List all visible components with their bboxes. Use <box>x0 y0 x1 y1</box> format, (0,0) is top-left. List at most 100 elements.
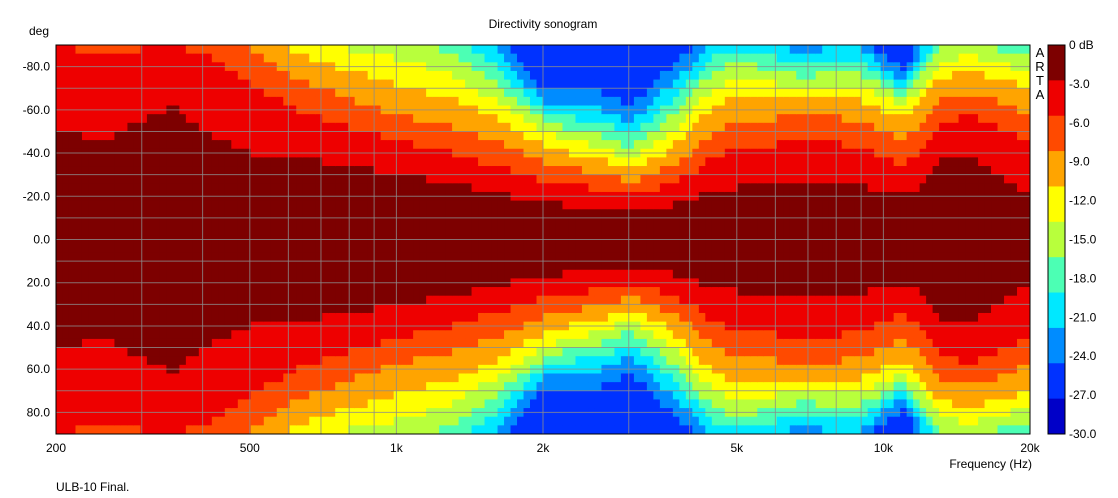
heat-cell <box>263 356 271 366</box>
heat-cell <box>659 373 667 383</box>
heat-cell <box>101 295 109 305</box>
heat-cell <box>439 338 447 349</box>
heat-cell <box>588 88 596 98</box>
heat-cell <box>231 157 239 167</box>
heat-cell <box>114 166 122 176</box>
heat-cell <box>68 347 77 357</box>
heat-cell <box>341 382 349 392</box>
heat-cell <box>458 157 466 167</box>
heat-cell <box>127 382 135 392</box>
heat-cell <box>627 356 635 366</box>
heat-cell <box>471 399 479 409</box>
heat-cell <box>458 304 466 314</box>
heat-cell <box>607 131 616 141</box>
heat-cell <box>543 226 551 236</box>
heat-cell <box>354 243 362 254</box>
heat-cell <box>497 88 505 98</box>
heat-cell <box>471 217 479 228</box>
heat-cell <box>620 226 629 236</box>
heat-cell <box>107 382 116 392</box>
heat-cell <box>107 295 116 305</box>
heat-cell <box>705 373 713 383</box>
heat-cell <box>549 114 557 124</box>
heat-cell <box>367 390 375 401</box>
heat-cell <box>309 295 317 305</box>
heat-cell <box>283 217 291 228</box>
heat-cell <box>588 174 596 184</box>
heat-cell <box>276 252 284 262</box>
heat-cell <box>159 226 167 236</box>
heat-cell <box>400 200 408 210</box>
heat-cell <box>419 131 427 141</box>
heat-cell <box>289 243 297 254</box>
heat-cell <box>478 45 486 55</box>
heat-cell <box>341 131 349 141</box>
heat-cell <box>659 425 667 434</box>
heat-cell <box>633 131 641 141</box>
heat-cell <box>354 347 362 357</box>
heat-cell <box>211 269 219 279</box>
heat-cell <box>679 330 687 340</box>
heat-cell <box>491 174 499 184</box>
heat-cell <box>744 217 752 228</box>
heat-cell <box>750 53 758 63</box>
heat-cell <box>419 330 427 340</box>
heat-cell <box>633 243 641 254</box>
heat-cell <box>309 269 317 279</box>
heat-cell <box>107 79 116 89</box>
heat-cell <box>62 347 70 357</box>
heat-cell <box>328 166 336 176</box>
heat-cell <box>75 53 83 63</box>
heat-cell <box>146 114 154 124</box>
heat-cell <box>387 45 395 55</box>
heat-cell <box>348 226 356 236</box>
heat-cell <box>620 70 629 81</box>
heat-cell <box>763 347 771 357</box>
heat-cell <box>633 330 641 340</box>
heat-cell <box>530 269 538 279</box>
heat-cell <box>81 356 90 366</box>
heat-cell <box>296 330 304 340</box>
heat-cell <box>458 390 466 401</box>
heat-cell <box>374 304 382 314</box>
heat-cell <box>88 295 96 305</box>
heat-cell <box>133 217 142 228</box>
heat-cell <box>581 209 590 219</box>
heat-cell <box>594 399 603 409</box>
heat-cell <box>387 140 395 150</box>
heat-cell <box>633 416 641 426</box>
heat-cell <box>672 416 680 426</box>
heat-cell <box>309 287 317 297</box>
heat-cell <box>250 209 258 219</box>
heat-cell <box>114 79 122 89</box>
heat-cell <box>153 131 161 141</box>
heat-cell <box>283 200 291 210</box>
heat-cell <box>62 217 70 228</box>
heat-cell <box>543 157 551 167</box>
heat-cell <box>380 96 388 107</box>
heat-cell <box>153 45 161 55</box>
heat-cell <box>56 312 64 323</box>
heat-cell <box>354 131 362 141</box>
heat-cell <box>562 166 570 176</box>
heat-cell <box>153 79 161 89</box>
heat-cell <box>581 70 590 81</box>
heat-cell <box>114 131 122 141</box>
heat-cell <box>400 399 408 409</box>
heat-cell <box>581 114 590 124</box>
heat-cell <box>763 88 771 98</box>
heat-cell <box>478 217 486 228</box>
heat-cell <box>770 226 778 236</box>
heat-cell <box>56 330 64 340</box>
heat-cell <box>257 131 265 141</box>
heat-cell <box>517 399 525 409</box>
heat-cell <box>120 330 129 340</box>
heat-cell <box>276 304 284 314</box>
heat-cell <box>367 122 375 133</box>
heat-cell <box>62 53 70 63</box>
heat-cell <box>646 399 654 409</box>
heat-cell <box>491 70 499 81</box>
heat-cell <box>711 79 719 89</box>
heat-cell <box>192 88 200 98</box>
heat-cell <box>555 382 564 392</box>
